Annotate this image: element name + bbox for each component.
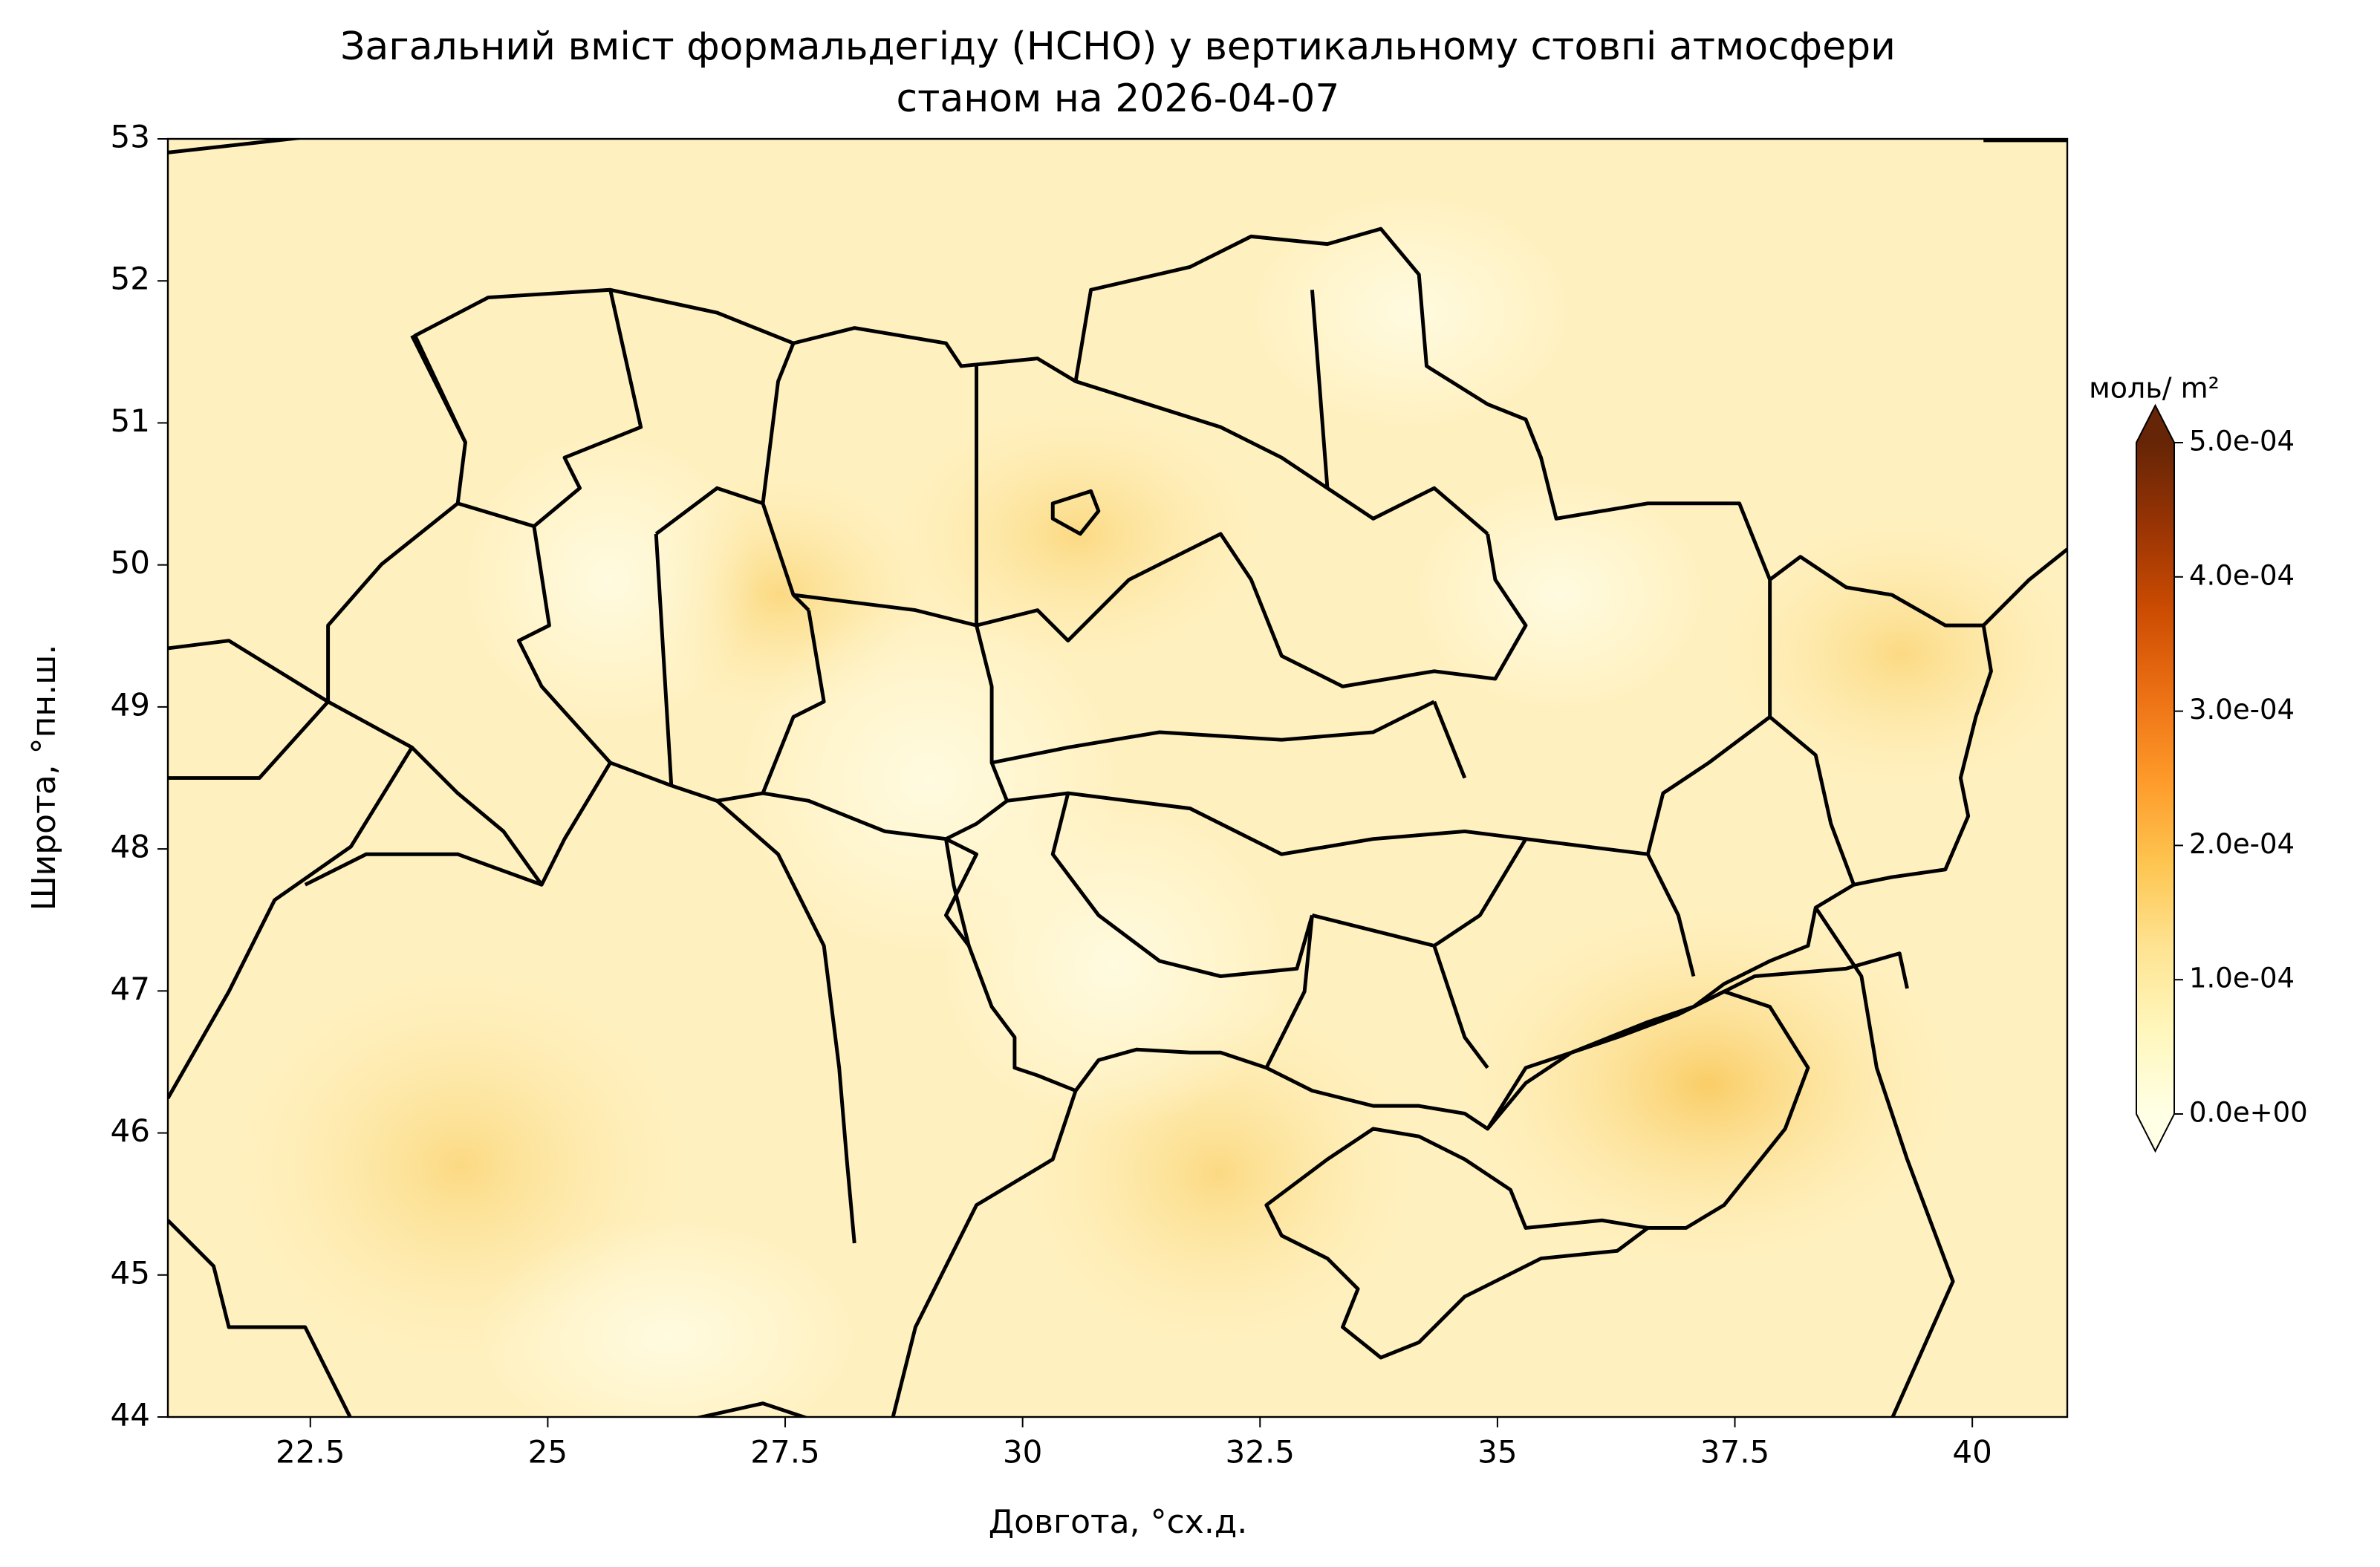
colorbar-extend-low — [2136, 1114, 2174, 1151]
x-tick-label: 30 — [1003, 1434, 1042, 1470]
y-tick-label: 44 — [111, 1397, 150, 1433]
colorbar-tick-label: 4.0e-04 — [2189, 559, 2295, 591]
colorbar — [2136, 443, 2174, 1114]
chart-title: Загальний вміст формальдегіду (HCHO) у в… — [340, 25, 1896, 69]
concentration-field — [238, 193, 2067, 1417]
y-tick-label: 45 — [111, 1254, 150, 1291]
colorbar-tick-label: 0.0e+00 — [2189, 1097, 2308, 1129]
colorbar-tick-label: 3.0e-04 — [2189, 694, 2295, 726]
chart-title: станом на 2026-04-07 — [897, 76, 1340, 121]
colorbar-tick-label: 2.0e-04 — [2189, 828, 2295, 860]
x-tick-label: 27.5 — [750, 1434, 820, 1470]
y-tick-label: 51 — [111, 403, 150, 439]
y-tick-label: 50 — [111, 544, 150, 581]
map-area — [168, 139, 2067, 1417]
colorbar-tick-label: 1.0e-04 — [2189, 962, 2295, 994]
y-tick-label: 47 — [111, 971, 150, 1007]
y-tick-label: 52 — [111, 261, 150, 297]
x-tick-label: 37.5 — [1700, 1434, 1770, 1470]
axes-frame — [166, 137, 2069, 1418]
x-tick-label: 32.5 — [1226, 1434, 1295, 1470]
colorbar-extend-high — [2136, 405, 2174, 443]
y-tick-label: 46 — [111, 1112, 150, 1149]
x-tick-label: 40 — [1952, 1434, 1992, 1470]
x-tick-label: 25 — [528, 1434, 568, 1470]
x-tick-label: 35 — [1477, 1434, 1517, 1470]
y-tick-label: 48 — [111, 829, 150, 865]
borders — [168, 139, 2067, 1417]
y-axis-label: Широта, °пн.ш. — [25, 645, 63, 911]
colorbar-label: моль/ m² — [2089, 372, 2220, 405]
y-tick-label: 49 — [111, 686, 150, 723]
x-tick-label: 22.5 — [276, 1434, 345, 1470]
x-axis-label: Довгота, °сх.д. — [989, 1503, 1247, 1541]
y-tick-label: 53 — [111, 119, 150, 155]
colorbar-tick-label: 5.0e-04 — [2189, 426, 2295, 457]
